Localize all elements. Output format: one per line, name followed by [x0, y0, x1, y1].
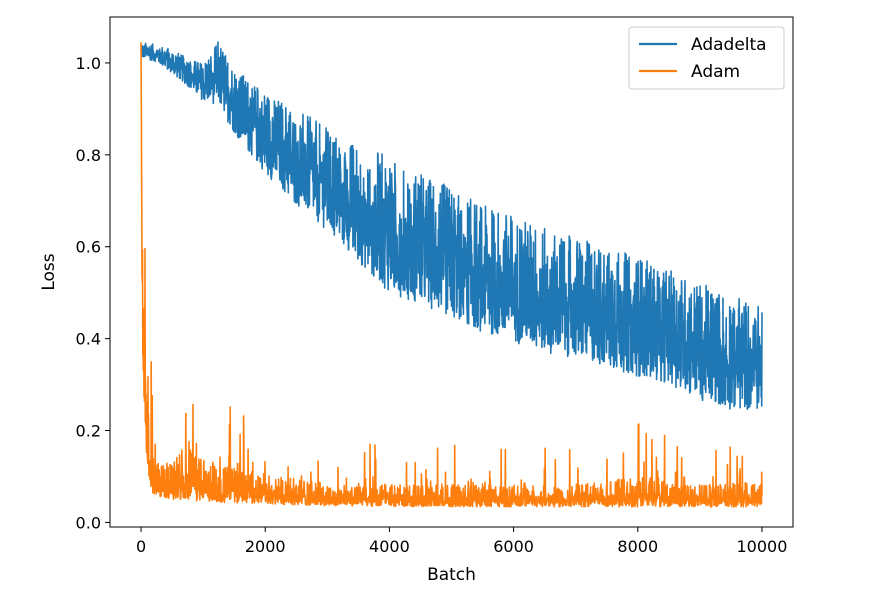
y-tick-label: 0.6 — [76, 238, 101, 257]
series-line-adam — [140, 42, 763, 508]
x-axis-ticks: 0 2000 4000 6000 8000 10000 — [136, 527, 787, 556]
legend: Adadelta Adam — [628, 26, 785, 90]
x-axis-label: Batch — [427, 565, 476, 585]
series-layer — [140, 41, 763, 508]
y-tick-label: 0.2 — [76, 422, 101, 441]
y-tick-label: 1.0 — [76, 54, 101, 73]
x-tick-label: 6000 — [493, 537, 534, 556]
legend-box — [628, 26, 785, 90]
y-axis-label: Loss — [39, 253, 59, 290]
legend-label-adadelta: Adadelta — [691, 35, 767, 55]
axes-frame — [109, 16, 794, 528]
y-axis-ticks: 0.0 0.2 0.4 0.6 0.8 1.0 — [76, 54, 110, 532]
y-tick-label: 0.8 — [76, 146, 101, 165]
x-tick-label: 0 — [136, 537, 146, 556]
x-tick-label: 2000 — [245, 537, 286, 556]
series-line-adadelta — [140, 41, 763, 411]
x-tick-label: 10000 — [737, 537, 788, 556]
x-tick-label: 4000 — [369, 537, 410, 556]
legend-label-adam: Adam — [691, 62, 740, 82]
y-tick-label: 0.4 — [76, 330, 101, 349]
y-tick-label: 0.0 — [76, 513, 101, 532]
x-tick-label: 8000 — [617, 537, 658, 556]
